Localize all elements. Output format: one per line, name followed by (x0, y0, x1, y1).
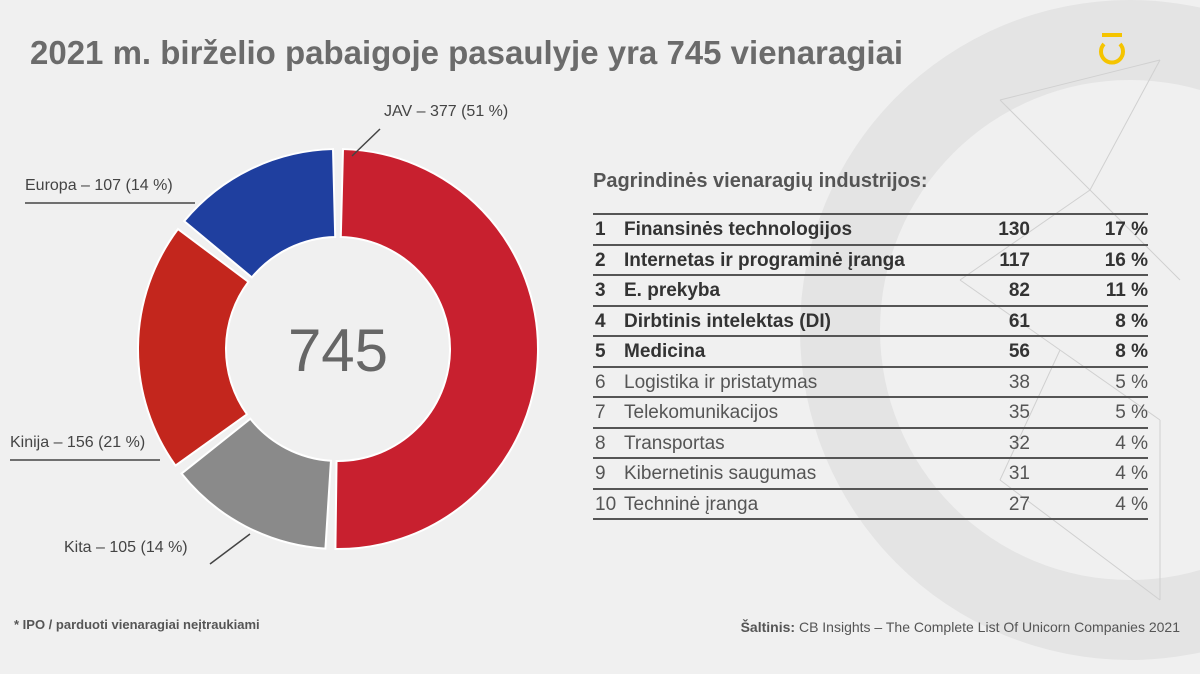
table-cell: 4 (595, 310, 606, 332)
table-cell: 17 % (1104, 219, 1148, 240)
source-text: CB Insights – The Complete List Of Unico… (798, 619, 1180, 635)
table-cell: Telekomunikacijos (624, 402, 779, 423)
table-cell: Techninė įranga (624, 493, 759, 515)
industry-table: 1 Finansinės technologijos 130 17 % 2 Interne… (593, 213, 1148, 520)
table-cell: 8 % (1115, 341, 1148, 362)
leader-line (351, 128, 381, 157)
table-cell: 8 (595, 432, 606, 454)
segment-label: JAV – 377 (51 %) (384, 103, 508, 120)
table-cell: 61 (1008, 310, 1030, 332)
logo (1099, 33, 1125, 65)
table-cell: 9 (595, 463, 606, 484)
table-row: 5 Medicina 56 8 % (593, 335, 1148, 366)
table-title: Pagrindinės vienaragių industrijos: (593, 170, 928, 192)
table-cell: 5 % (1115, 402, 1148, 423)
donut-segment (182, 148, 337, 279)
table-row: 1 Finansinės technologijos 130 17 % (593, 213, 1148, 244)
table-cell: Logistika ir pristatymas (624, 371, 818, 393)
table-cell: 4 % (1115, 493, 1148, 515)
table-cell: Kibernetinis saugumas (624, 463, 817, 484)
table-cell: 38 (1008, 371, 1030, 393)
table-cell: 56 (1008, 341, 1030, 362)
footnote: * IPO / parduoti vienaragiai neįtraukiam… (14, 617, 260, 632)
table-cell: Medicina (624, 341, 706, 362)
table-cell: Internetas ir programinė įranga (624, 249, 905, 271)
table-row: 10 Techninė įranga 27 4 % (593, 487, 1148, 520)
table-cell: 4 % (1115, 432, 1148, 454)
table-row: 9 Kibernetinis saugumas 31 4 % (593, 457, 1148, 488)
table-row: 7 Telekomunikacijos 35 5 % (593, 396, 1148, 427)
table-cell: 4 % (1115, 463, 1148, 484)
segment-label: Europa – 107 (14 %) (25, 177, 173, 194)
title: 2021 m. birželio pabaigoje pasaulyje yra… (30, 34, 904, 71)
table-cell: 8 % (1115, 310, 1148, 332)
table-cell: 32 (1008, 432, 1030, 454)
table-cell: Finansinės technologijos (624, 219, 853, 240)
donut-segment (137, 227, 250, 467)
table-cell: E. prekyba (624, 280, 721, 301)
table-row: 3 E. prekyba 82 11 % (593, 274, 1148, 305)
table-row: 8 Transportas 32 4 % (593, 426, 1148, 458)
table-cell: 130 (998, 219, 1030, 240)
table-cell: 82 (1008, 280, 1030, 301)
source-label: Šaltinis: (740, 619, 796, 635)
source: Šaltinis: CB Insights – The Complete Lis… (741, 619, 1180, 635)
table-cell: 1 (595, 219, 606, 240)
table-row: 6 Logistika ir pristatymas 38 5 % (593, 365, 1148, 397)
table-cell: 31 (1008, 463, 1030, 484)
donut-segment (334, 148, 539, 550)
donut-chart: JAV – 377 (51 %) Kita – 105 (14 %) Kinija … (10, 103, 539, 565)
table-cell: 3 (595, 280, 606, 301)
donut-segment (180, 417, 333, 550)
table-cell: 11 % (1105, 280, 1148, 301)
segment-label: Kinija – 156 (21 %) (10, 434, 145, 451)
bg-shape (880, 80, 1200, 580)
table-cell: 2 (595, 249, 606, 271)
table-cell: 5 % (1115, 371, 1148, 393)
table-cell: 35 (1008, 402, 1030, 423)
leader-line (209, 533, 251, 565)
table-cell: 6 (595, 371, 606, 393)
table-cell: Dirbtinis intelektas (DI) (624, 310, 831, 332)
table-cell: Transportas (624, 432, 725, 454)
table-cell: 5 (595, 341, 606, 362)
table-row: 4 Dirbtinis intelektas (DI) 61 8 % (593, 304, 1148, 336)
table-cell: 16 % (1104, 249, 1148, 271)
table-cell: 10 (595, 493, 617, 515)
table-cell: 117 (999, 249, 1030, 271)
table-cell: 7 (595, 402, 606, 423)
segment-label: Kita – 105 (14 %) (64, 539, 188, 556)
center-label: 745 (288, 317, 388, 384)
table-cell: 27 (1008, 493, 1030, 515)
table-row: 2 Internetas ir programinė įranga 117 16 % (593, 243, 1148, 275)
